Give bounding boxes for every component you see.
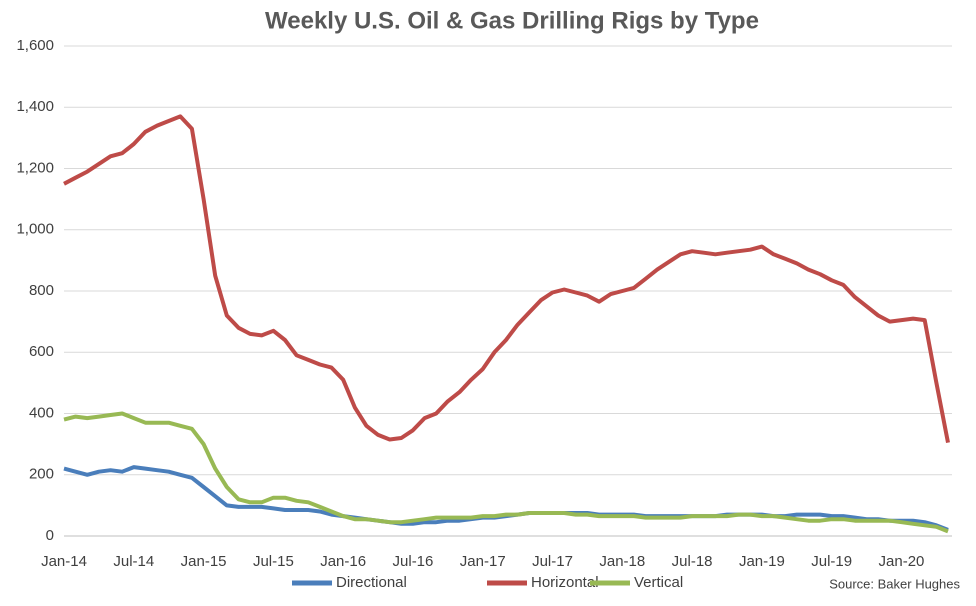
y-tick-label: 400 (29, 404, 54, 421)
y-tick-label: 600 (29, 343, 54, 360)
legend-label: Directional (336, 574, 407, 591)
y-tick-label: 0 (46, 527, 54, 544)
x-tick-label: Jan-14 (41, 553, 87, 570)
x-tick-label: Jan-20 (879, 553, 925, 570)
source-note: Source: Baker Hughes (829, 576, 960, 591)
x-tick-label: Jul-18 (672, 553, 713, 570)
y-tick-label: 800 (29, 282, 54, 299)
x-tick-label: Jan-18 (599, 553, 645, 570)
legend-label: Vertical (634, 574, 683, 591)
y-tick-label: 1,400 (16, 98, 54, 115)
x-tick-label: Jul-15 (253, 553, 294, 570)
x-tick-label: Jan-17 (460, 553, 506, 570)
y-tick-label: 1,600 (16, 37, 54, 54)
x-tick-label: Jan-19 (739, 553, 785, 570)
x-tick-label: Jan-16 (320, 553, 366, 570)
legend-label: Horizontal (531, 574, 599, 591)
chart-title: Weekly U.S. Oil & Gas Drilling Rigs by T… (265, 7, 759, 34)
x-tick-label: Jul-16 (393, 553, 434, 570)
x-tick-label: Jul-14 (113, 553, 154, 570)
y-tick-label: 1,000 (16, 221, 54, 238)
y-tick-label: 1,200 (16, 159, 54, 176)
series-line (63, 114, 950, 443)
x-tick-label: Jul-17 (532, 553, 573, 570)
y-tick-label: 200 (29, 466, 54, 483)
x-tick-label: Jan-15 (181, 553, 227, 570)
series-line (63, 411, 949, 534)
x-tick-label: Jul-19 (811, 553, 852, 570)
